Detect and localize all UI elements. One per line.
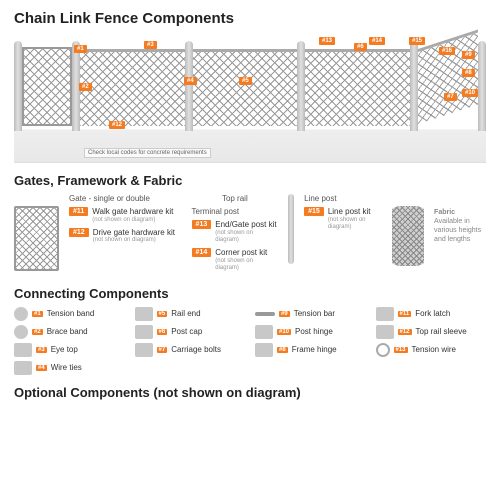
- gate-label: Gate - single or double: [69, 194, 182, 203]
- section-optional: Optional Components (not shown on diagra…: [14, 385, 486, 400]
- diagram-tag: #7: [444, 93, 457, 101]
- diagram-tag: #8: [462, 69, 475, 77]
- diagram-tag: #15: [409, 37, 425, 45]
- diagram-tag: #6: [354, 43, 367, 51]
- component-icon: [255, 343, 273, 357]
- drive-gate-kit: #12Drive gate hardware kit(not shown on …: [69, 228, 182, 245]
- line-post-kit: #15Line post kit(not shown on diagram): [304, 207, 382, 231]
- component-label: Fork latch: [415, 309, 450, 318]
- component-icon: [14, 361, 32, 375]
- section-connecting: Connecting Components: [14, 286, 486, 301]
- post-illustration: [288, 194, 294, 264]
- diagram-tag: #14: [369, 37, 385, 45]
- component-item: #3 Eye top: [14, 343, 125, 357]
- fabric-note: Available in various heights and lengths: [434, 218, 481, 243]
- terminal-label: Terminal post: [192, 207, 279, 216]
- component-icon: [135, 325, 153, 339]
- component-item: #12 Top rail sleeve: [376, 325, 487, 339]
- component-item: #11Fork latch: [376, 307, 487, 321]
- component-item: #13 Tension wire: [376, 343, 487, 357]
- components-grid: #1 Tension band #5Rail end #9 Tension bar #11…: [14, 307, 486, 375]
- diagram-tag: #16: [439, 47, 455, 55]
- component-number: #10: [277, 329, 291, 335]
- diagram-tag: #5: [239, 77, 252, 85]
- corner-post-kit: #14Corner post kit(not shown on diagram): [192, 248, 279, 272]
- diagram-tag: #12: [109, 121, 125, 129]
- component-number: #13: [394, 347, 408, 353]
- component-icon: [376, 325, 394, 339]
- diagram-tag: #9: [462, 51, 475, 59]
- line-label: Line post: [304, 194, 382, 203]
- toprail-label: Top rail: [192, 194, 279, 203]
- end-post-kit: #13End/Gate post kit(not shown on diagra…: [192, 220, 279, 244]
- walk-gate-kit: #11Walk gate hardware kit(not shown on d…: [69, 207, 182, 224]
- component-label: Eye top: [51, 345, 78, 354]
- component-label: Rail end: [171, 309, 200, 318]
- component-number: #11: [398, 311, 412, 317]
- component-number: #6: [157, 329, 168, 335]
- component-icon: [14, 307, 28, 321]
- diagram-tag: #10: [462, 89, 478, 97]
- component-number: #3: [36, 347, 47, 353]
- concrete-note: Check local codes for concrete requireme…: [84, 148, 211, 158]
- component-item: #7Carriage bolts: [135, 343, 246, 357]
- component-icon: [376, 307, 394, 321]
- component-label: Tension wire: [412, 345, 456, 354]
- component-icon: [255, 325, 273, 339]
- component-label: Frame hinge: [292, 345, 337, 354]
- diagram-tag: #13: [319, 37, 335, 45]
- component-icon: [376, 343, 390, 357]
- diagram-tag: #2: [79, 83, 92, 91]
- diagram-tag: #3: [144, 41, 157, 49]
- component-icon: [255, 312, 275, 316]
- component-item: #6Post cap: [135, 325, 246, 339]
- component-label: Post hinge: [295, 327, 333, 336]
- component-number: #2: [32, 329, 43, 335]
- component-item: #1 Tension band: [14, 307, 125, 321]
- page-title: Chain Link Fence Components: [14, 10, 486, 27]
- component-number: #4: [36, 365, 47, 371]
- component-item: #8 Frame hinge: [255, 343, 366, 357]
- component-number: #8: [277, 347, 288, 353]
- component-number: #7: [157, 347, 168, 353]
- diagram-tag: #4: [184, 77, 197, 85]
- component-item: #2 Brace band: [14, 325, 125, 339]
- component-item: #10 Post hinge: [255, 325, 366, 339]
- component-number: #1: [32, 311, 43, 317]
- component-label: Wire ties: [51, 363, 82, 372]
- component-item: #4 Wire ties: [14, 361, 125, 375]
- fence-diagram: #1 #2 #12 #3 #4 #5 #13 #6#14 #15 #16 #7 #9 #8 #10 Che…: [14, 33, 486, 163]
- component-item: #9 Tension bar: [255, 307, 366, 321]
- component-icon: [14, 325, 28, 339]
- gate-illustration: [14, 206, 59, 271]
- fabric-label: Fabric: [434, 209, 455, 216]
- component-number: #12: [398, 329, 412, 335]
- component-label: Brace band: [47, 327, 88, 336]
- component-icon: [14, 343, 32, 357]
- section-gates: Gates, Framework & Fabric: [14, 173, 486, 188]
- component-label: Tension bar: [294, 309, 335, 318]
- component-label: Top rail sleeve: [416, 327, 467, 336]
- component-label: Post cap: [171, 327, 202, 336]
- component-label: Tension band: [47, 309, 95, 318]
- component-number: #9: [279, 311, 290, 317]
- component-item: #5Rail end: [135, 307, 246, 321]
- component-icon: [135, 307, 153, 321]
- component-number: #5: [157, 311, 168, 317]
- component-icon: [135, 343, 153, 357]
- diagram-tag: #1: [74, 45, 87, 53]
- fabric-roll-illustration: [392, 206, 424, 266]
- component-label: Carriage bolts: [171, 345, 221, 354]
